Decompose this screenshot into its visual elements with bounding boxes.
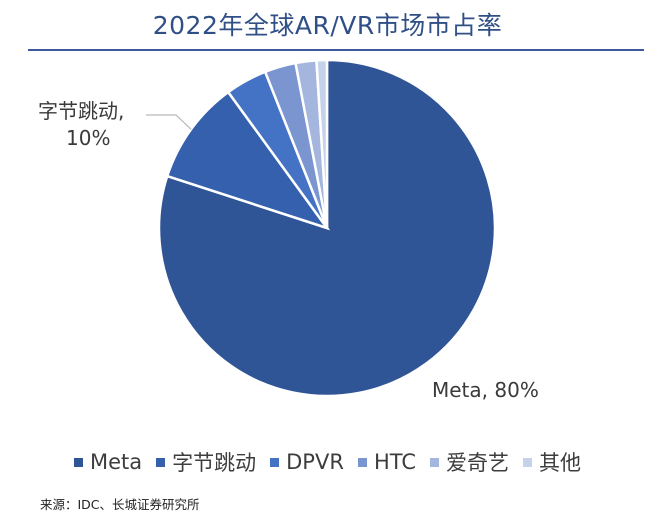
legend-label: 字节跳动 — [172, 451, 257, 475]
legend-swatch — [156, 457, 166, 467]
legend-item-3: HTC — [357, 450, 416, 474]
legend-label: 爱奇艺 — [446, 451, 509, 475]
legend-swatch — [523, 457, 532, 467]
legend-item-5: 其他 — [523, 447, 581, 477]
pie-slice-5 — [315, 58, 329, 229]
data-label-bytedance-value: 10% — [66, 126, 110, 150]
legend-label: Meta — [89, 450, 143, 474]
legend-label: DPVR — [286, 450, 344, 474]
chart-legend: Meta 字节跳动 DPVR HTC 爱奇艺 其他 — [0, 447, 655, 477]
chart-title: 2022年全球AR/VR市场市占率 — [152, 11, 503, 40]
legend-item-0: Meta — [73, 450, 143, 474]
legend-item-1: 字节跳动 — [156, 447, 256, 477]
source-note: 来源：IDC、长城证券研究所 — [40, 497, 200, 512]
data-label-meta: Meta, 80% — [432, 378, 539, 402]
legend-swatch — [73, 457, 83, 467]
data-label-bytedance: 字节跳动, — [38, 99, 124, 123]
legend-label: 其他 — [539, 451, 581, 475]
legend-item-4: 爱奇艺 — [430, 447, 509, 477]
title-divider — [28, 49, 644, 51]
legend-label: HTC — [373, 450, 416, 474]
legend-item-2: DPVR — [270, 450, 344, 474]
pie-slice-0 — [157, 58, 497, 398]
legend-swatch — [430, 457, 439, 467]
leader-line-bytedance — [146, 114, 192, 130]
legend-swatch — [357, 457, 367, 467]
legend-swatch — [270, 457, 280, 467]
